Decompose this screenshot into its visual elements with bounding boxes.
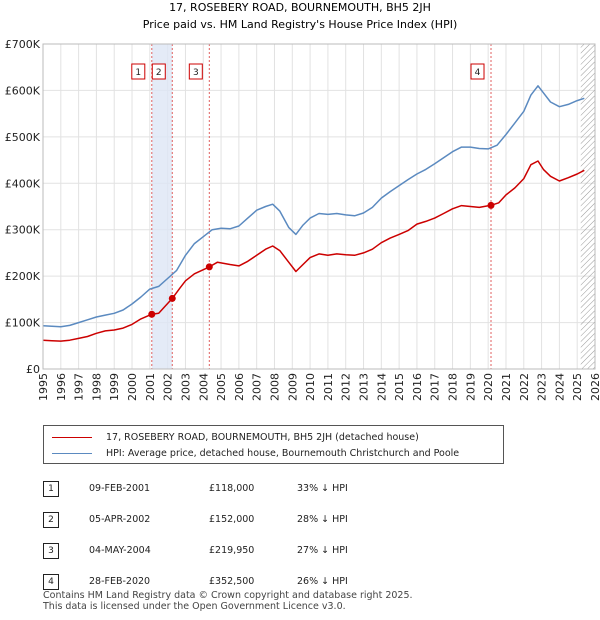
table-row: 1 09-FEB-2001 £118,000 33% ↓ HPI [43, 473, 348, 504]
x-tick-label: 2015 [393, 373, 406, 401]
sale-number-box [470, 63, 485, 80]
table-row: 4 28-FEB-2020 £352,500 26% ↓ HPI [43, 566, 348, 597]
x-tick-label: 2024 [553, 373, 566, 401]
x-tick-label: 2007 [251, 373, 264, 401]
y-tick-label: £100K [5, 317, 41, 330]
axes: £0 £100K £200K £300K £400K £500K £600K £700K 199… [5, 38, 600, 401]
sale-hpi-diff: 26% ↓ HPI [297, 576, 348, 587]
x-tick-label: 2000 [126, 373, 139, 401]
x-tick-label: 2009 [286, 373, 299, 401]
x-tick-label: 1996 [55, 373, 68, 401]
chart-subtitle: Price paid vs. HM Land Registry's House … [143, 18, 458, 31]
table-row: 2 05-APR-2002 £152,000 28% ↓ HPI [43, 504, 348, 535]
x-tick-label: 2019 [464, 373, 477, 401]
sale-price: £152,000 [209, 514, 255, 525]
legend-label-property: 17, ROSEBERY ROAD, BOURNEMOUTH, BH5 2JH … [106, 431, 419, 443]
sale-number-label: 1 [135, 68, 141, 78]
sales-table: 1 09-FEB-2001 £118,000 33% ↓ HPI 2 05-AP… [43, 473, 348, 597]
sale-hpi-diff: 28% ↓ HPI [297, 514, 348, 525]
x-tick-label: 2011 [322, 373, 335, 401]
legend: 17, ROSEBERY ROAD, BOURNEMOUTH, BH5 2JH … [43, 425, 504, 464]
y-tick-label: £400K [5, 177, 41, 190]
sale-date: 09-FEB-2001 [89, 483, 151, 494]
sale-number-label: 2 [156, 68, 162, 78]
forecast-hatch [580, 44, 595, 369]
x-tick-label: 2003 [179, 373, 192, 401]
y-tick-label: £500K [5, 131, 41, 144]
x-tick-label: 2020 [482, 373, 495, 401]
footer-licence: This data is licensed under the Open Gov… [43, 601, 346, 612]
x-tick-label: 2021 [500, 373, 513, 401]
x-tick-label: 2023 [536, 373, 549, 401]
sale-date: 28-FEB-2020 [89, 576, 151, 587]
footer: Contains HM Land Registry data © Crown c… [43, 590, 413, 612]
sale-number-box [151, 63, 166, 80]
sale-number-label: 4 [475, 68, 481, 78]
y-tick-label: £0 [26, 363, 40, 376]
sale-price: £118,000 [209, 483, 255, 494]
legend-swatch-hpi [52, 452, 92, 454]
series-lines [42, 85, 585, 342]
legend-label-hpi: HPI: Average price, detached house, Bour… [106, 447, 460, 459]
sale-number: 2 [43, 511, 59, 528]
x-tick-label: 2010 [304, 373, 317, 401]
x-tick-label: 2017 [429, 373, 442, 401]
x-tick-label: 1998 [90, 373, 103, 401]
x-tick-label: 2004 [197, 373, 210, 401]
x-tick-label: 2006 [233, 373, 246, 401]
x-tick-label: 2026 [589, 373, 600, 401]
x-tick-label: 2012 [340, 373, 353, 401]
x-tick-label: 2008 [268, 373, 281, 401]
sale-markers: 1 2 3 4 [131, 63, 495, 318]
sale-hpi-diff: 33% ↓ HPI [297, 483, 348, 494]
sale-point [205, 263, 213, 271]
plot-frame [42, 43, 596, 370]
y-tick-label: £200K [5, 270, 41, 283]
sale-hpi-diff: 27% ↓ HPI [297, 545, 348, 556]
legend-swatch-property [52, 436, 92, 438]
sale-point [168, 294, 176, 302]
x-tick-label: 2014 [375, 373, 388, 401]
sale-number: 1 [43, 480, 59, 497]
sale-number-label: 3 [193, 68, 199, 78]
grid [42, 43, 596, 370]
x-tick-label: 2025 [571, 373, 584, 401]
sale-date: 04-MAY-2004 [89, 545, 151, 556]
x-tick-label: 2016 [411, 373, 424, 401]
x-tick-label: 2018 [447, 373, 460, 401]
legend-item-hpi: HPI: Average price, detached house, Bour… [52, 446, 459, 460]
y-tick-label: £300K [5, 224, 41, 237]
legend-item-property: 17, ROSEBERY ROAD, BOURNEMOUTH, BH5 2JH … [52, 430, 419, 444]
chart-title: 17, ROSEBERY ROAD, BOURNEMOUTH, BH5 2JH [169, 1, 431, 14]
x-tick-label: 2022 [518, 373, 531, 401]
x-tick-label: 1995 [37, 373, 50, 401]
x-tick-label: 1999 [108, 373, 121, 401]
sale-number: 4 [43, 573, 59, 590]
shaded-periods [151, 44, 595, 369]
footer-copyright: Contains HM Land Registry data © Crown c… [43, 590, 413, 601]
price-chart: 17, ROSEBERY ROAD, BOURNEMOUTH, BH5 2JH … [5, 1, 600, 401]
sale-price: £219,950 [209, 545, 255, 556]
plot-area [43, 44, 595, 369]
sale-number: 3 [43, 542, 59, 559]
shaded-period [151, 44, 173, 369]
y-tick-label: £600K [5, 84, 41, 97]
sale-point [148, 310, 156, 318]
sale-date: 05-APR-2002 [89, 514, 151, 525]
sale-price: £352,500 [209, 576, 255, 587]
x-tick-label: 2001 [144, 373, 157, 401]
sale-point [487, 201, 495, 209]
x-tick-label: 2005 [215, 373, 228, 401]
x-tick-label: 2013 [358, 373, 371, 401]
sale-number-box [131, 63, 146, 80]
series-line [42, 160, 585, 342]
y-tick-label: £700K [5, 38, 41, 51]
x-tick-label: 2002 [162, 373, 175, 401]
table-row: 3 04-MAY-2004 £219,950 27% ↓ HPI [43, 535, 348, 566]
x-tick-label: 1997 [73, 373, 86, 401]
sale-number-box [188, 63, 203, 80]
series-line [42, 85, 585, 328]
